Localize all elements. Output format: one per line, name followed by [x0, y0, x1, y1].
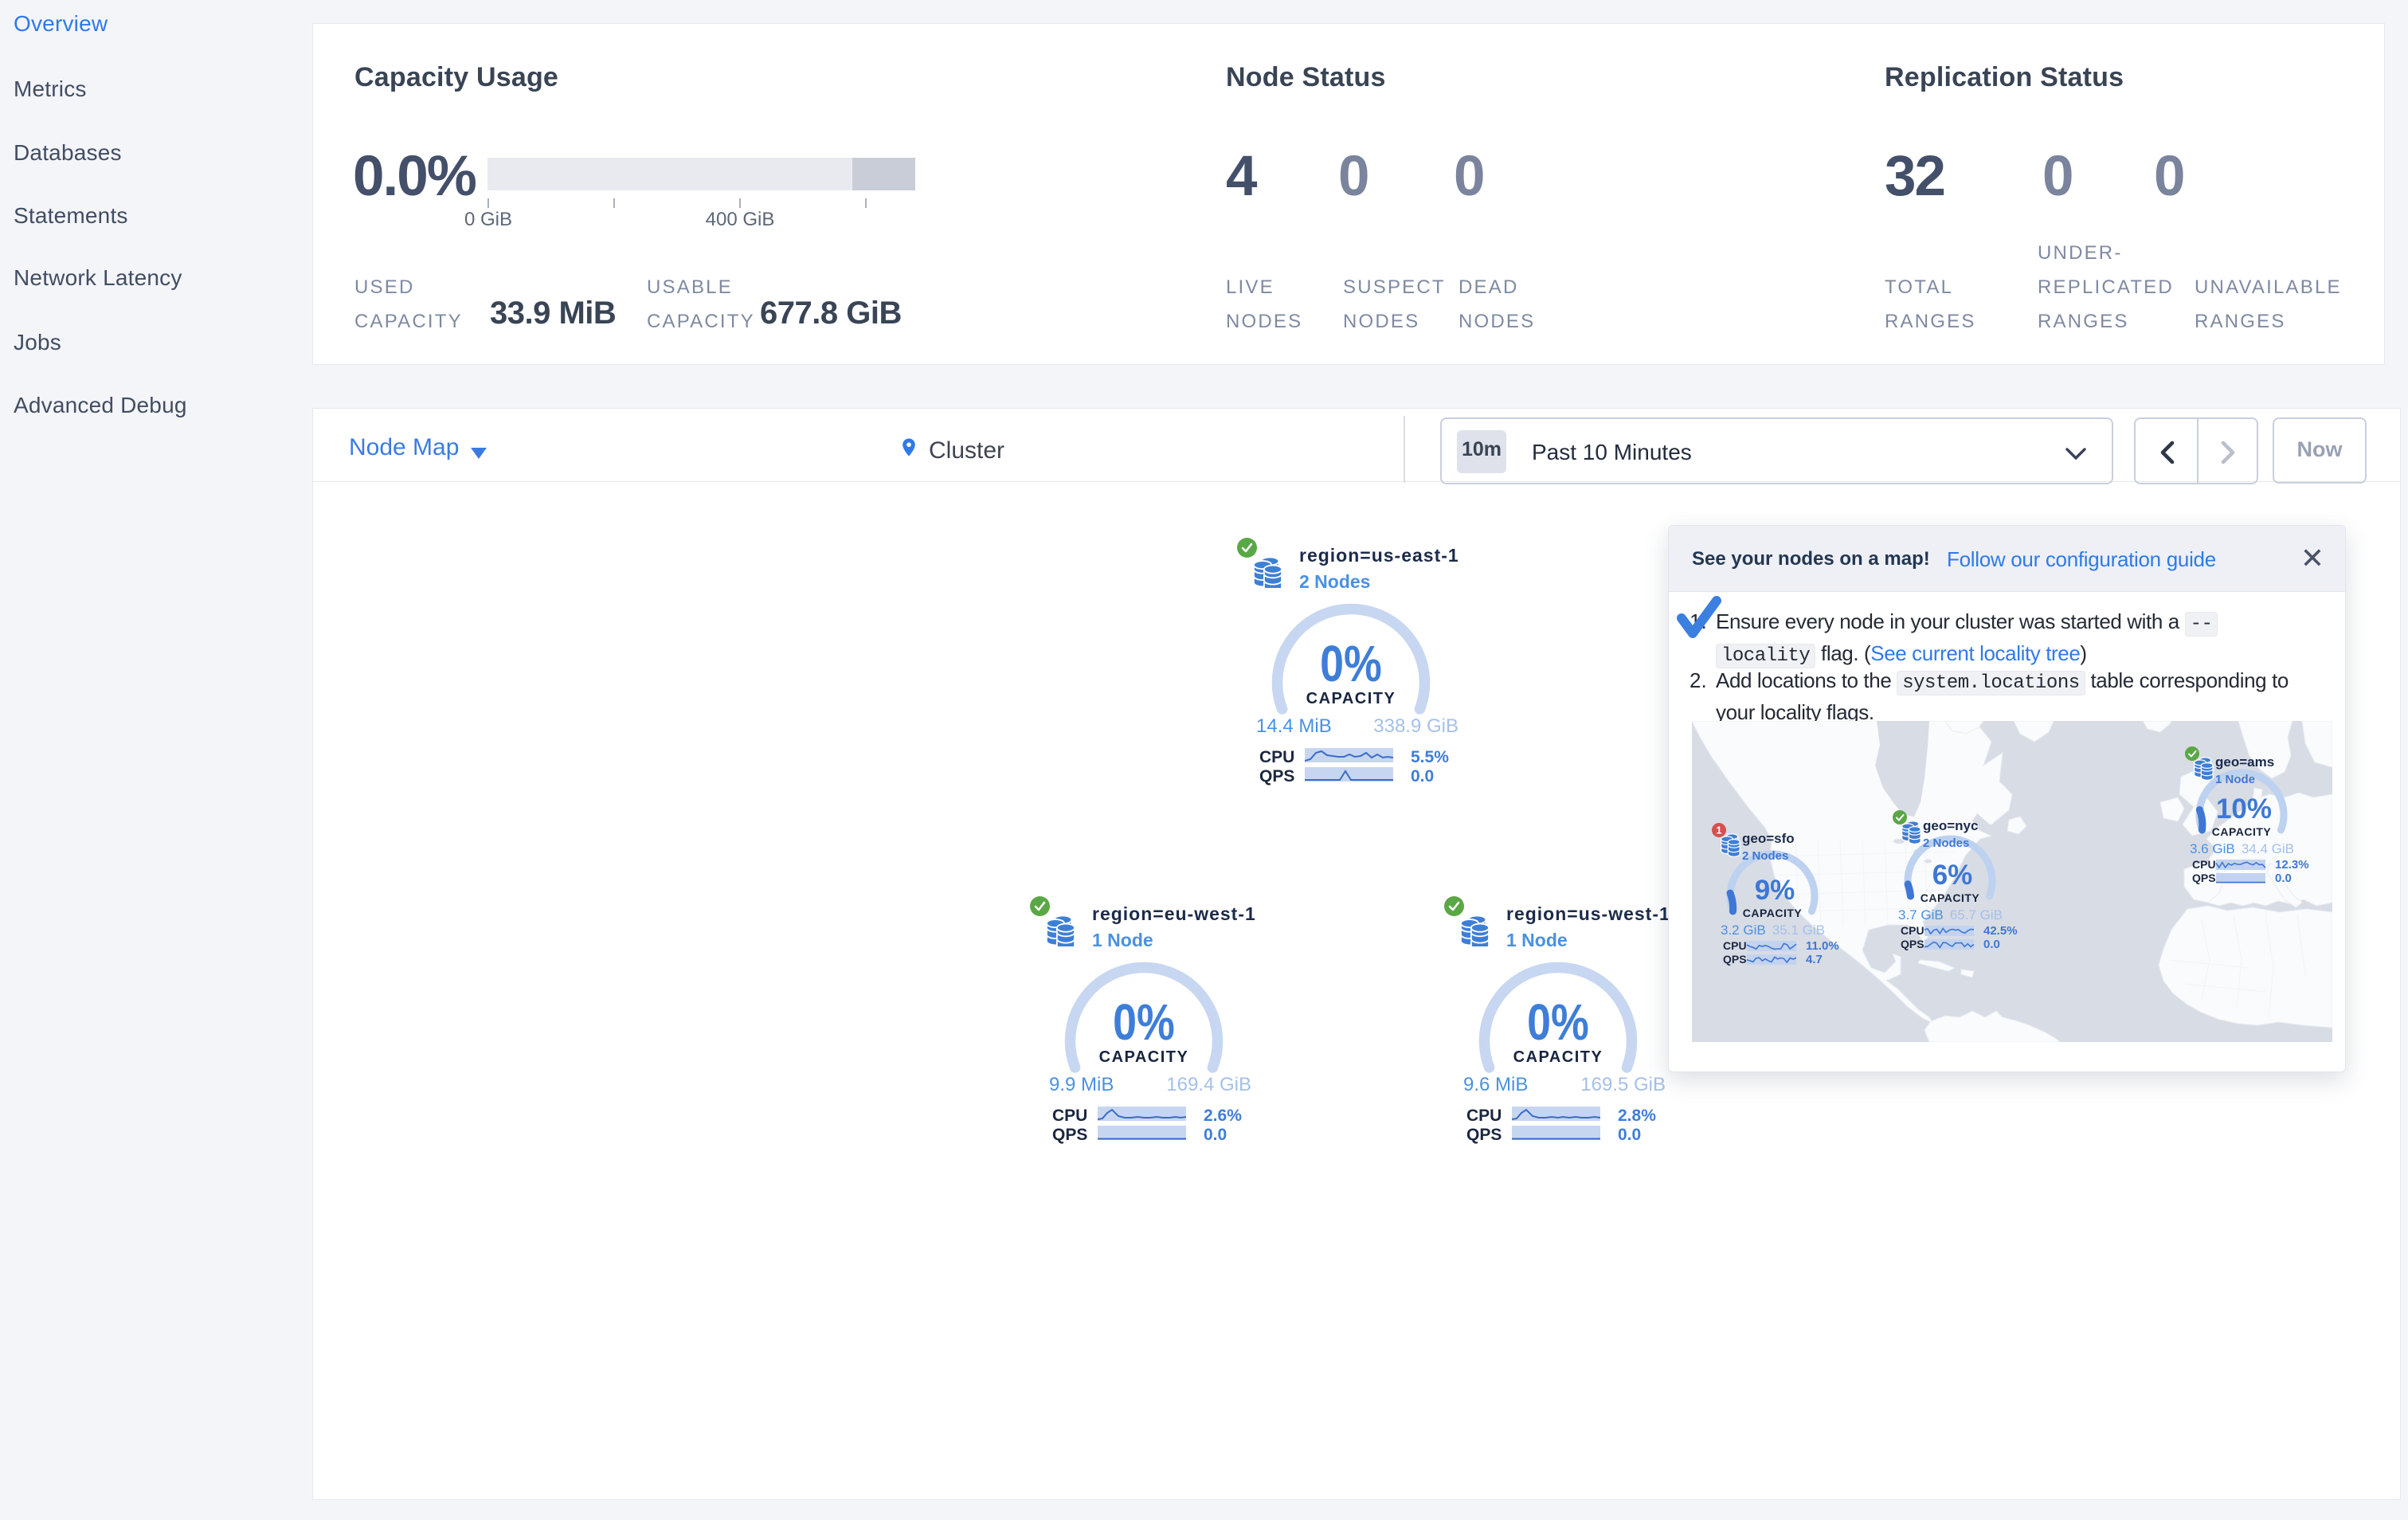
svg-text:42.5%: 42.5% — [1983, 924, 2018, 938]
svg-text:CAPACITY: CAPACITY — [2212, 825, 2272, 838]
svg-text:QPS: QPS — [1723, 953, 1747, 966]
svg-text:geo=ams: geo=ams — [2215, 754, 2274, 770]
svg-text:9%: 9% — [1755, 875, 1795, 906]
svg-text:3.6 GiB: 3.6 GiB — [2190, 841, 2235, 856]
svg-text:65.7 GiB: 65.7 GiB — [1950, 907, 2003, 923]
svg-text:CAPACITY: CAPACITY — [1921, 891, 1980, 904]
svg-text:10%: 10% — [2216, 793, 2272, 825]
svg-text:3.2 GiB: 3.2 GiB — [1721, 923, 1766, 938]
svg-text:CPU: CPU — [2192, 858, 2216, 871]
svg-text:CPU: CPU — [1901, 924, 1924, 937]
svg-text:1: 1 — [1716, 825, 1721, 836]
svg-text:0.0: 0.0 — [1983, 938, 2000, 951]
svg-text:geo=nyc: geo=nyc — [1923, 818, 1978, 833]
svg-text:1 Node: 1 Node — [2215, 773, 2255, 786]
svg-text:34.4 GiB: 34.4 GiB — [2242, 841, 2294, 856]
svg-text:12.3%: 12.3% — [2275, 858, 2309, 872]
svg-text:QPS: QPS — [1901, 938, 1924, 950]
svg-text:35.1 GiB: 35.1 GiB — [1772, 923, 1825, 938]
svg-text:0.0: 0.0 — [2275, 872, 2292, 885]
svg-text:2 Nodes: 2 Nodes — [1742, 849, 1788, 863]
svg-text:11.0%: 11.0% — [1806, 939, 1839, 953]
svg-text:geo=sfo: geo=sfo — [1742, 831, 1795, 846]
svg-text:3.7 GiB: 3.7 GiB — [1898, 907, 1944, 923]
svg-text:2 Nodes: 2 Nodes — [1923, 836, 1969, 850]
svg-text:6%: 6% — [1932, 860, 1973, 891]
svg-text:QPS: QPS — [2192, 872, 2216, 884]
svg-text:CPU: CPU — [1723, 939, 1747, 952]
svg-text:4.7: 4.7 — [1806, 953, 1823, 966]
svg-text:CAPACITY: CAPACITY — [1743, 907, 1803, 919]
